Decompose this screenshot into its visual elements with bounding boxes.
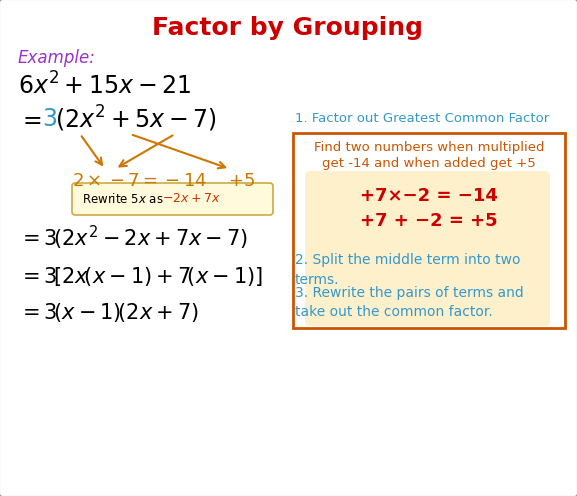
Text: $=3\!\left[2x\!\left(x-1\right)+7\!\left(x-1\right)\right]$: $=3\!\left[2x\!\left(x-1\right)+7\!\left… — [18, 264, 263, 288]
Text: Rewrite $5x$ as: Rewrite $5x$ as — [82, 192, 163, 206]
Text: $3$: $3$ — [42, 107, 57, 131]
Text: $6x^2+15x-21$: $6x^2+15x-21$ — [18, 72, 191, 100]
Text: $2\times-7=-14$: $2\times-7=-14$ — [72, 172, 207, 190]
Text: $+5$: $+5$ — [228, 172, 255, 190]
Text: +7×−2 = −14: +7×−2 = −14 — [360, 187, 498, 205]
Text: $-2x+7x$: $-2x+7x$ — [162, 192, 220, 205]
Text: get -14 and when added get +5: get -14 and when added get +5 — [322, 158, 536, 171]
FancyBboxPatch shape — [293, 133, 565, 328]
Text: $=$: $=$ — [18, 107, 42, 131]
Text: Example:: Example: — [18, 49, 96, 67]
Text: Find two numbers when multiplied: Find two numbers when multiplied — [314, 141, 544, 154]
FancyBboxPatch shape — [305, 171, 550, 326]
Text: 2. Split the middle term into two
terms.: 2. Split the middle term into two terms. — [295, 253, 520, 287]
Text: 1. Factor out Greatest Common Factor: 1. Factor out Greatest Common Factor — [295, 112, 549, 124]
Text: $=3\!\left(x-1\right)\!\left(2x+7\right)$: $=3\!\left(x-1\right)\!\left(2x+7\right)… — [18, 302, 198, 324]
Text: $=3\!\left(2x^2-2x+7x-7\right)$: $=3\!\left(2x^2-2x+7x-7\right)$ — [18, 224, 248, 252]
Text: 3. Rewrite the pairs of terms and
take out the common factor.: 3. Rewrite the pairs of terms and take o… — [295, 286, 524, 319]
Text: $\!\left(2x^2+5x-7\right)$: $\!\left(2x^2+5x-7\right)$ — [57, 104, 217, 134]
Text: +7 + −2 = +5: +7 + −2 = +5 — [360, 212, 498, 230]
FancyBboxPatch shape — [72, 183, 273, 215]
Text: Factor by Grouping: Factor by Grouping — [152, 16, 424, 40]
